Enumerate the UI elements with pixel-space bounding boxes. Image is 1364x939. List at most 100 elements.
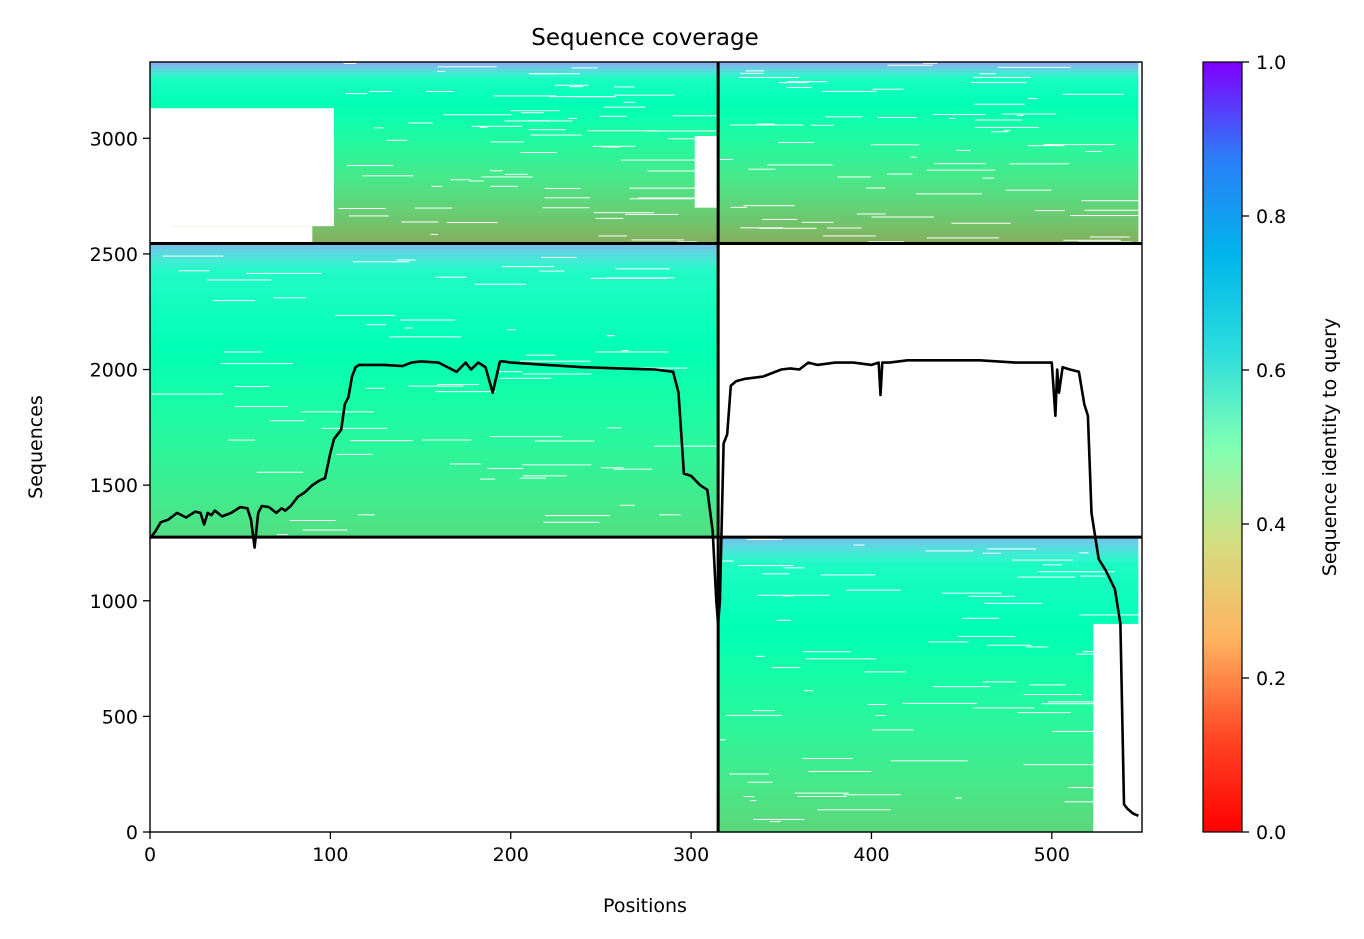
gap-streak <box>910 156 917 158</box>
gap-streak <box>951 222 1011 224</box>
heatmap-band <box>150 146 719 151</box>
gap-streak <box>437 66 497 68</box>
gap-streak <box>542 207 590 209</box>
heatmap-band <box>718 615 1139 622</box>
y-axis-ticks: 0 500 1000 1500 2000 2500 3000 <box>90 128 150 844</box>
heatmap-band <box>718 728 1139 735</box>
heatmap-band <box>718 149 1139 154</box>
gap-streak <box>443 114 512 116</box>
gap-streak <box>653 445 719 447</box>
gap-streak <box>607 427 622 429</box>
heatmap-band <box>150 207 719 211</box>
gap-streak <box>404 327 413 329</box>
heatmap-band <box>150 204 719 208</box>
heatmap-band <box>718 586 1139 592</box>
heatmap-band <box>718 556 1139 563</box>
gap-streak <box>1070 215 1139 217</box>
heatmap-band <box>718 234 1139 239</box>
y-tick-label: 3000 <box>90 128 138 150</box>
gap-streak <box>568 117 577 119</box>
gap-streak <box>767 164 833 166</box>
heatmap-band <box>718 748 1139 754</box>
gap-streak <box>817 809 891 811</box>
colorbar-tick-label: 0.4 <box>1256 514 1286 536</box>
gap-streak <box>659 514 681 516</box>
heatmap-band <box>150 253 719 259</box>
gap-streak <box>730 206 747 208</box>
heatmap-band <box>150 192 719 196</box>
gap-streak <box>647 170 711 172</box>
heatmap-band <box>718 679 1139 686</box>
heatmap-band <box>150 219 719 223</box>
gap-streak <box>932 686 991 688</box>
heatmap-band <box>150 170 719 175</box>
gap-streak <box>529 73 580 75</box>
gap-streak <box>973 76 1032 78</box>
gap-streak <box>875 714 886 716</box>
gap-streak <box>1028 98 1038 100</box>
gap-streak <box>1063 239 1121 241</box>
heatmap-band <box>718 219 1139 223</box>
gap-streak <box>794 792 849 794</box>
gap-streak <box>757 594 830 596</box>
gap-streak <box>490 141 525 143</box>
gap-streak <box>593 212 654 214</box>
heatmap-band <box>718 625 1139 632</box>
gap-streak <box>345 93 368 95</box>
gap-streak <box>493 95 557 97</box>
gap-streak <box>414 207 453 209</box>
gap-streak <box>729 773 769 775</box>
heatmap-band <box>150 341 719 347</box>
heatmap-band <box>718 635 1139 641</box>
heatmap-band <box>718 777 1139 784</box>
gap-streak <box>437 383 480 385</box>
gap-streak <box>1083 651 1139 653</box>
gap-streak <box>623 101 636 103</box>
gap-streak <box>525 354 556 356</box>
heatmap-band <box>150 131 719 136</box>
heatmap-band <box>718 101 1139 105</box>
gap-streak <box>750 800 757 802</box>
heatmap-band <box>150 424 719 431</box>
gap-streak <box>1079 614 1139 616</box>
plot-frame <box>149 61 1143 833</box>
gap-streak <box>667 138 695 140</box>
heatmap-band <box>718 204 1139 208</box>
gap-streak <box>872 729 914 731</box>
gap-streak <box>613 468 652 470</box>
heatmap-band <box>718 195 1139 199</box>
heatmap-band <box>150 449 719 455</box>
heatmap-band <box>718 237 1139 242</box>
gap-streak <box>223 351 263 353</box>
gap-streak <box>435 276 467 278</box>
gap-streak <box>446 222 498 224</box>
heatmap-band <box>150 370 719 377</box>
gap-streak <box>502 266 554 268</box>
gap-streak <box>509 110 560 112</box>
heatmap-band <box>718 137 1139 142</box>
heatmap-band <box>150 92 719 96</box>
heatmap-band <box>150 527 719 533</box>
gap-streak <box>431 185 443 187</box>
gap-streak <box>1078 241 1132 243</box>
heatmap-band <box>150 65 719 69</box>
heatmap-band <box>150 161 719 166</box>
block-boundaries <box>150 62 1142 832</box>
gap-streak <box>522 475 567 477</box>
gap-streak <box>1062 93 1124 95</box>
heatmap-band <box>150 186 719 190</box>
heatmap-band <box>718 723 1139 730</box>
heatmap-band <box>718 571 1139 578</box>
gap-streak <box>522 464 592 466</box>
heatmap-band <box>718 551 1139 558</box>
gap-streak <box>206 279 272 281</box>
gap-streak <box>615 268 670 270</box>
gap-streak <box>1001 113 1057 115</box>
heatmap-band <box>718 674 1139 681</box>
heatmap-band <box>718 591 1139 597</box>
gap-streak <box>801 221 834 223</box>
heatmap-band <box>150 312 719 318</box>
gap-streak <box>401 221 439 223</box>
heatmap-band <box>150 98 719 102</box>
gap-streak <box>756 123 775 125</box>
